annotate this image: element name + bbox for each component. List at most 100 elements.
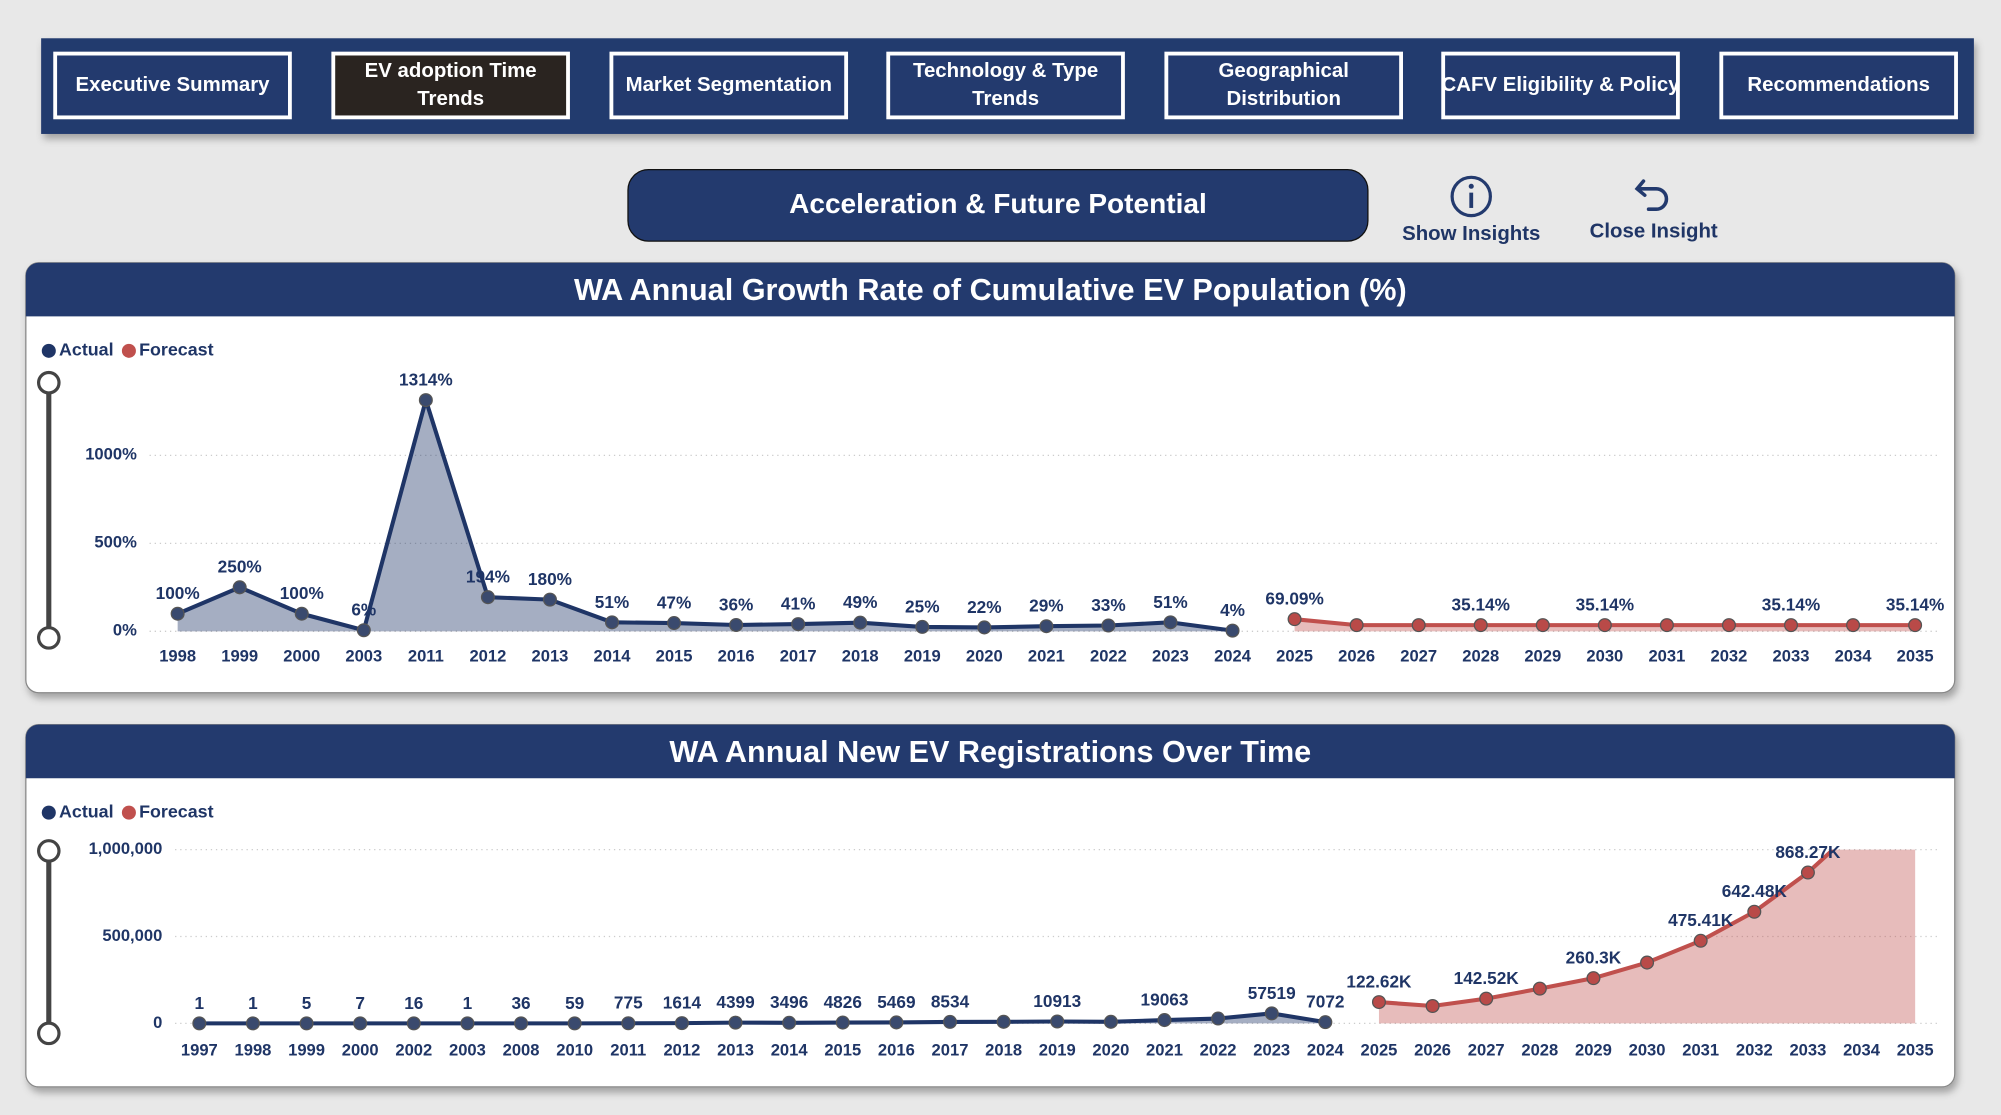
x-tick-label: 2031 (1682, 1041, 1719, 1060)
nav-button-label[interactable]: Recommendations (1747, 74, 1930, 96)
page-title: Acceleration & Future Potential (789, 188, 1207, 219)
data-label: 49% (843, 592, 877, 612)
x-tick-label: 2025 (1276, 646, 1313, 665)
nav-button-label[interactable]: Geographical (1219, 60, 1349, 82)
data-label: 1314% (399, 370, 453, 390)
data-point (621, 1016, 636, 1031)
nav-button-label[interactable]: Distribution (1226, 88, 1341, 110)
x-tick-label: 2032 (1711, 646, 1748, 665)
x-tick-label: 2019 (904, 646, 941, 665)
data-point (1225, 623, 1240, 638)
data-point (1287, 612, 1302, 627)
data-point (1157, 1013, 1172, 1028)
data-label: 35.14% (1576, 595, 1634, 615)
data-point (1101, 618, 1116, 633)
x-tick-label: 2017 (932, 1041, 969, 1060)
x-tick-label: 2029 (1524, 646, 1561, 665)
legend-label: Actual (59, 340, 114, 360)
data-point (1800, 865, 1815, 880)
data-label: 260.3K (1566, 948, 1622, 968)
x-tick-label: 2011 (610, 1041, 646, 1060)
x-tick-label: 2013 (717, 1041, 754, 1060)
x-tick-label: 2000 (283, 646, 320, 665)
nav-button-label[interactable]: EV adoption Time (365, 60, 537, 82)
show-insights-icon[interactable] (1450, 175, 1492, 218)
data-label: 35.14% (1886, 595, 1944, 615)
x-tick-label: 2035 (1897, 646, 1934, 665)
data-label: 194% (466, 567, 510, 587)
x-tick-label: 2029 (1575, 1041, 1612, 1060)
x-tick-label: 2025 (1361, 1041, 1398, 1060)
data-point (915, 619, 930, 634)
chart-header (25, 262, 1955, 317)
data-label: 4399 (716, 992, 754, 1012)
nav-button[interactable] (609, 51, 849, 120)
nav-button-label[interactable]: Trends (972, 88, 1039, 110)
x-tick-label: 2020 (966, 646, 1003, 665)
data-point (791, 617, 806, 632)
data-point (1535, 618, 1550, 633)
x-tick-label: 2027 (1400, 646, 1437, 665)
data-point (1479, 991, 1494, 1006)
x-tick-label: 2035 (1897, 1041, 1934, 1060)
data-point (853, 615, 868, 630)
x-tick-label: 1998 (159, 646, 196, 665)
data-label: 775 (614, 993, 643, 1013)
data-point (1371, 995, 1386, 1010)
slider-handle[interactable] (36, 370, 61, 395)
data-point (1597, 618, 1612, 633)
slider-handle[interactable] (36, 839, 61, 863)
legend-marker (41, 805, 56, 820)
nav-button-label[interactable]: Trends (417, 88, 484, 110)
legend-marker (41, 343, 56, 358)
area (177, 400, 1233, 632)
x-tick-label: 2003 (449, 1041, 486, 1060)
y-tick-label: 500% (94, 533, 137, 552)
nav-button-label[interactable]: Executive Summary (76, 74, 271, 96)
nav-button[interactable] (1719, 51, 1958, 120)
x-tick-label: 2034 (1835, 646, 1873, 665)
data-label: 100% (280, 583, 324, 603)
show-insights[interactable]: Show Insights (1402, 223, 1540, 245)
x-tick-label: 2033 (1789, 1041, 1826, 1060)
data-point (192, 1016, 207, 1031)
data-point (977, 620, 992, 635)
nav-button[interactable] (331, 51, 570, 120)
data-point (996, 1014, 1011, 1029)
data-label: 1 (463, 993, 473, 1013)
x-tick-label: 1998 (235, 1041, 272, 1060)
x-tick-label: 1999 (221, 646, 258, 665)
data-label: 36% (719, 594, 753, 614)
nav-button-label[interactable]: Technology & Type (913, 60, 1098, 82)
data-point (667, 616, 682, 631)
data-point (1163, 615, 1178, 630)
data-point (1659, 618, 1674, 633)
slider-handle[interactable] (36, 1021, 61, 1046)
data-point (728, 1015, 743, 1030)
close-insight[interactable]: Close Insight (1590, 221, 1718, 243)
x-tick-label: 2022 (1090, 646, 1127, 665)
data-label: 142.52K (1454, 968, 1520, 988)
nav-button[interactable] (886, 51, 1125, 120)
x-tick-label: 2032 (1736, 1041, 1773, 1060)
data-point (1747, 904, 1762, 919)
chart-panel (25, 723, 1956, 1088)
page-title-box (627, 169, 1369, 242)
nav-button-label[interactable]: CAFV Eligibility & Policy (1441, 74, 1680, 96)
x-tick-label: 2033 (1773, 646, 1810, 665)
nav-button[interactable] (1164, 51, 1403, 120)
data-point (418, 393, 433, 408)
data-point (1318, 1015, 1333, 1030)
nav-button-label[interactable]: Market Segmentation (626, 74, 832, 96)
legend-label: Forecast (139, 801, 213, 821)
nav-button[interactable] (1441, 51, 1680, 120)
legend-label: Forecast (139, 340, 213, 360)
y-tick-label: 1,000,000 (89, 839, 163, 858)
data-label: 250% (218, 557, 262, 577)
nav-button[interactable] (53, 51, 292, 120)
x-tick-label: 2013 (532, 646, 569, 665)
data-label: 6% (351, 600, 376, 620)
slider-handle[interactable] (36, 626, 61, 650)
data-point (480, 590, 495, 605)
close-insight-icon[interactable] (1634, 179, 1669, 212)
